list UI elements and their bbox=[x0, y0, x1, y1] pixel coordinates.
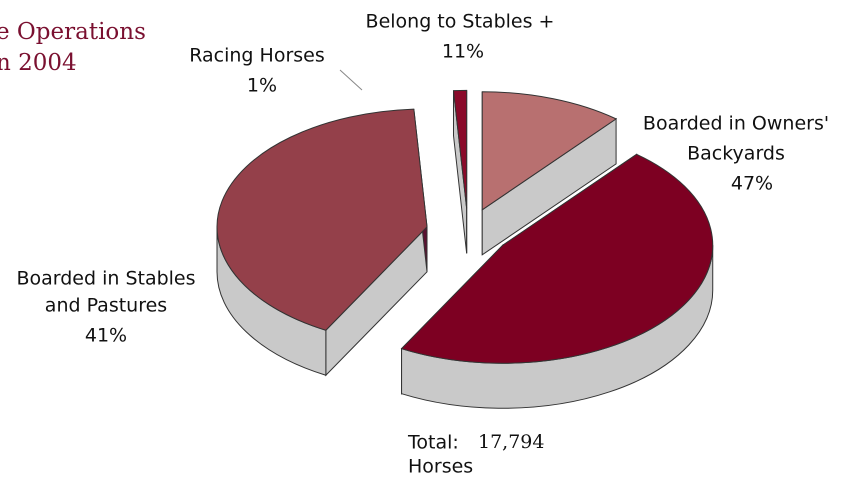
title-line: n 2004 bbox=[0, 50, 77, 76]
title-line: e Operations bbox=[0, 19, 146, 45]
pie-slice bbox=[481, 91, 618, 211]
pie-slice bbox=[452, 89, 468, 209]
leader-line bbox=[339, 69, 363, 91]
total-unit: Horses bbox=[408, 456, 473, 478]
value-label: 47% bbox=[731, 173, 773, 195]
pie-slice bbox=[400, 153, 714, 364]
slice-label: Boarded in Owners' bbox=[643, 113, 829, 135]
total-value: 17,794 bbox=[478, 431, 544, 453]
value-label: 1% bbox=[247, 75, 277, 97]
slice-label: Boarded in Stables bbox=[16, 268, 195, 290]
slice-label: Belong to Stables + bbox=[366, 11, 555, 33]
slice-label: Backyards bbox=[687, 143, 785, 165]
total-label: Total: bbox=[407, 432, 459, 454]
slice-label: and Pastures bbox=[45, 295, 167, 317]
pie-slice bbox=[216, 108, 428, 331]
value-label: 11% bbox=[442, 41, 484, 63]
value-label: 41% bbox=[85, 325, 127, 347]
slice-label: Racing Horses bbox=[189, 45, 325, 67]
